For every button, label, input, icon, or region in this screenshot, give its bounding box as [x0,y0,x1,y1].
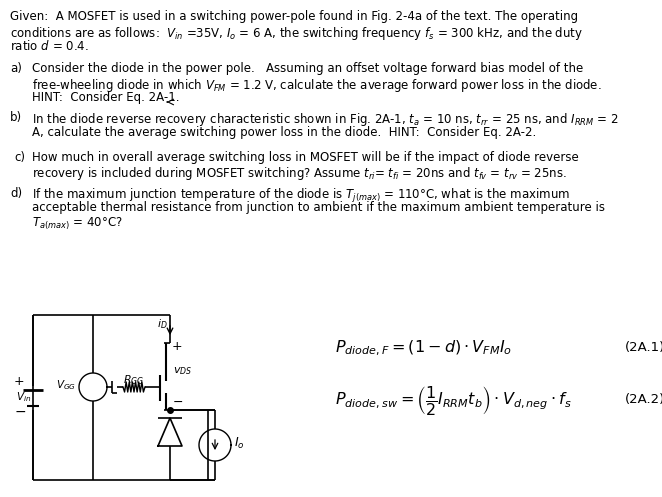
Text: c): c) [14,151,25,164]
Text: $i_D$: $i_D$ [158,317,168,331]
Text: $P_{diode,F} = (1 - d)\cdot V_{FM}I_o$: $P_{diode,F} = (1 - d)\cdot V_{FM}I_o$ [335,338,512,358]
Text: In the diode reverse recovery characteristic shown in Fig. 2A-1, $t_a$ = 10 ns, : In the diode reverse recovery characteri… [32,111,618,129]
Text: $v_{DS}$: $v_{DS}$ [173,366,192,377]
Text: free-wheeling diode in which $V_{FM}$ = 1.2 V, calculate the average forward pow: free-wheeling diode in which $V_{FM}$ = … [32,77,602,94]
Text: +: + [14,375,24,388]
Text: conditions are as follows:  $V_{in}$ =35V, $I_o$ = 6 A, the switching frequency : conditions are as follows: $V_{in}$ =35V… [10,24,583,42]
Text: d): d) [10,187,22,200]
Text: (2A.2): (2A.2) [625,394,662,407]
Text: recovery is included during MOSFET switching? Assume $t_{ri}$= $t_{fi}$ = 20ns a: recovery is included during MOSFET switc… [32,165,567,182]
Text: How much in overall average switching loss in MOSFET will be if the impact of di: How much in overall average switching lo… [32,151,579,164]
Text: $V_{in}$: $V_{in}$ [16,391,31,405]
Text: $I_o$: $I_o$ [234,435,245,451]
Text: −: − [173,396,183,409]
Text: acceptable thermal resistance from junction to ambient if the maximum ambient te: acceptable thermal resistance from junct… [32,201,605,214]
Text: (2A.1): (2A.1) [625,341,662,354]
Text: $R_{GG}$: $R_{GG}$ [123,373,145,387]
Text: $P_{diode,sw} = \left(\dfrac{1}{2}I_{RRM}t_b\right)\cdot V_{d,neg}\cdot f_s$: $P_{diode,sw} = \left(\dfrac{1}{2}I_{RRM… [335,384,572,416]
Text: +: + [172,340,183,353]
Text: $V_{GG}$: $V_{GG}$ [56,378,76,392]
Text: $T_{a(max)}$ = 40°C?: $T_{a(max)}$ = 40°C? [32,216,122,232]
Text: Given:  A MOSFET is used in a switching power-pole found in Fig. 2-4a of the tex: Given: A MOSFET is used in a switching p… [10,10,578,23]
Text: A, calculate the average switching power loss in the diode.  HINT:  Consider Eq.: A, calculate the average switching power… [32,126,536,139]
Text: a): a) [10,62,22,75]
Text: ratio $d$ = 0.4.: ratio $d$ = 0.4. [10,39,89,53]
Text: −: − [14,405,26,418]
Text: HINT:  Consider Eq. 2A-1.: HINT: Consider Eq. 2A-1. [32,91,179,104]
Text: b): b) [10,111,22,125]
Text: If the maximum junction temperature of the diode is $T_{j(max)}$ = 110°C, what i: If the maximum junction temperature of t… [32,187,570,205]
Text: Consider the diode in the power pole.   Assuming an offset voltage forward bias : Consider the diode in the power pole. As… [32,62,583,75]
